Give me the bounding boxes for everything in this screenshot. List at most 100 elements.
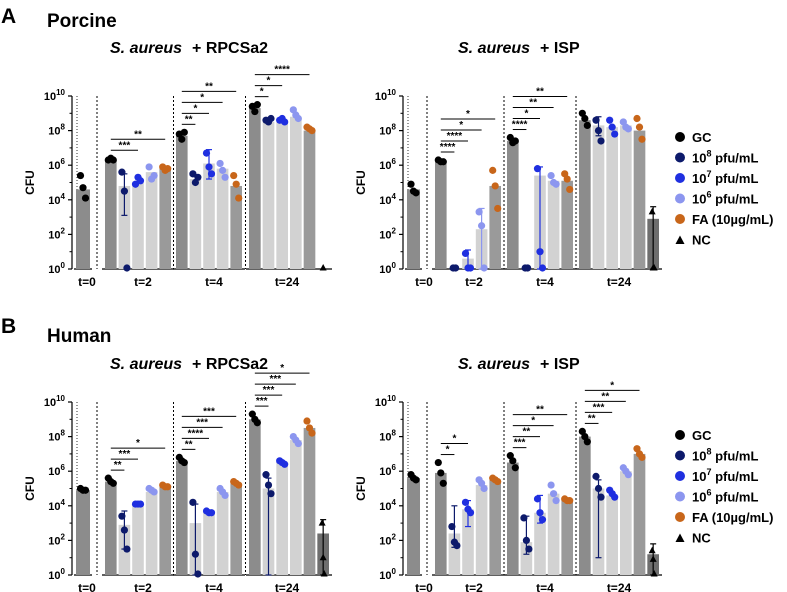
significance-label: * [136,438,140,449]
y-tick-label: 104 [379,498,396,513]
legend-label: 107 pfu/mL [692,169,758,186]
group-t=0: t=0 [407,471,433,592]
data-point [294,439,302,448]
data-point [164,165,172,173]
group-t=24: t=24 [578,109,659,289]
significance-label: ** [601,391,609,402]
significance-label: ** [523,427,531,438]
bar-10e7 [276,462,288,575]
data-point [118,168,126,176]
significance-label: **** [512,120,528,131]
y-tick-label: 100 [379,261,396,276]
legend-label: GC [692,130,712,145]
bar-10e6 [547,493,560,575]
bar-10e8 [448,533,461,575]
y-tick-label: 102 [48,226,65,241]
significance-label: ** [185,439,193,450]
data-point [221,173,229,181]
y-tick-label: 108 [48,123,65,138]
data-point [439,479,447,487]
bar-10e8 [189,179,202,269]
legends: GC 108 pfu/mL 107 pfu/mL 106 pfu/mL FA (10µg… [675,130,773,546]
significance-label: * [524,109,528,120]
y-axis-label: CFU [23,170,37,195]
group-label: t=4 [205,275,223,289]
data-point [81,194,90,202]
data-point [281,118,289,126]
bar-10e7 [132,182,144,269]
data-point [597,137,605,145]
group-label: t=24 [607,275,632,289]
y-tick-label: 104 [48,192,65,207]
bar-FA [230,483,242,575]
bar-10e8 [118,185,131,269]
data-point [150,488,158,496]
data-point [320,570,328,577]
bar-FA [159,486,171,575]
bar-FA [561,180,573,269]
data-point [123,545,131,553]
data-point [624,471,632,479]
chart-1: S. aureus + RPCSa2 100 102 104 106 108 1010 CFU t… [23,40,332,289]
y-tick-label: 1010 [44,88,66,103]
data-point [253,419,261,427]
data-point [524,264,532,272]
group-label: t=0 [78,275,96,289]
data-point [453,541,461,550]
group-t=0: t=0 [76,484,96,592]
significance-label: * [531,416,535,427]
data-point [525,545,533,553]
bar-FA [633,130,646,269]
significance-label: **** [447,131,463,142]
bar-GC [579,120,591,269]
bar-GC [407,478,420,575]
group-label: t=4 [536,581,554,592]
group-label: t=2 [134,275,152,289]
bar-GC [76,490,90,575]
data-point [318,519,326,526]
data-point [221,491,229,500]
data-point [189,170,197,178]
data-point [583,121,591,130]
significance-label: ** [536,87,544,98]
bar-GC [105,481,117,575]
group-label: t=0 [415,581,433,592]
significance-label: **** [440,142,456,153]
significance-label: * [267,76,271,87]
data-point [207,170,216,178]
significance-label: * [466,109,470,120]
bar-10e6 [290,440,302,575]
data-point [511,137,519,145]
legend-circle-icon [675,430,685,440]
data-point [264,481,273,489]
data-point [191,550,199,558]
significance-label: * [260,87,264,98]
legend-circle-icon [675,152,685,163]
data-point [566,185,574,194]
significance-label: ** [134,129,142,140]
bar-10e7 [203,512,215,575]
data-point [120,187,128,195]
group-label: t=4 [205,581,223,592]
bar-GC [176,460,188,575]
bar-10e6 [620,471,632,575]
data-point [319,553,327,561]
data-point [178,135,186,143]
chart-title: S. aureus + ISP [458,40,580,57]
panel-letter: A [1,5,16,28]
bar-FA [303,130,316,269]
bar-GC [176,135,188,269]
y-tick-label: 1010 [44,394,66,409]
group-label: t=0 [78,581,96,592]
panel-headers: A Porcine B Human [1,5,117,347]
group-label: t=24 [607,581,632,592]
legend-label: FA (10µg/mL) [692,212,773,227]
data-point [219,166,227,174]
significance-label: *** [196,417,208,428]
group-t=4: *********t=4 [506,87,574,289]
group-label: t=4 [536,275,554,289]
legend-circle-icon [675,132,685,142]
significance-label: ** [529,98,537,109]
data-point [136,177,145,185]
